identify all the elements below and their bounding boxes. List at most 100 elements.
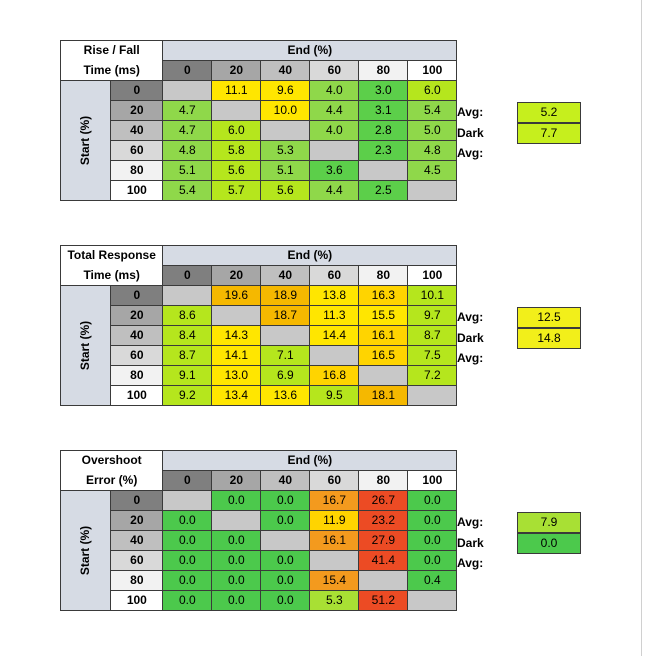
table-row: 20 0.0 0.0 11.9 23.2 0.0 <box>61 510 458 531</box>
dark-avg-value: 7.7 <box>517 123 581 144</box>
value-cell: 11.1 <box>211 80 262 101</box>
table-row: 60 0.0 0.0 0.0 41.4 0.0 <box>61 550 458 571</box>
value-cell: 9.7 <box>407 305 458 326</box>
value-cell: 4.7 <box>162 100 213 121</box>
end-column-header: 80 <box>358 265 409 286</box>
start-percent-label: Start (%) <box>78 320 93 371</box>
value-cell: 5.7 <box>211 180 262 201</box>
value-cell: 10.1 <box>407 285 458 306</box>
diagonal-cell <box>407 385 458 406</box>
value-cell: 18.9 <box>260 285 311 306</box>
dark-avg-value: 14.8 <box>517 328 581 349</box>
avg-label: Avg: <box>457 310 484 324</box>
value-cell: 13.4 <box>211 385 262 406</box>
value-cell: 0.0 <box>211 490 262 511</box>
value-cell: 8.7 <box>162 345 213 366</box>
value-cell: 16.7 <box>309 490 360 511</box>
diagonal-cell <box>358 365 409 386</box>
value-cell: 13.6 <box>260 385 311 406</box>
value-cell: 16.3 <box>358 285 409 306</box>
diagonal-cell <box>309 140 360 161</box>
value-cell: 4.8 <box>162 140 213 161</box>
value-cell: 2.8 <box>358 120 409 141</box>
start-row-header: 100 <box>110 385 164 406</box>
diagonal-cell <box>309 345 360 366</box>
end-column-header: 80 <box>358 470 409 491</box>
value-cell: 14.4 <box>309 325 360 346</box>
end-column-header: 100 <box>407 265 458 286</box>
value-cell: 15.5 <box>358 305 409 326</box>
value-cell: 3.1 <box>358 100 409 121</box>
value-cell: 5.6 <box>260 180 311 201</box>
start-row-header: 60 <box>110 550 164 571</box>
value-cell: 11.9 <box>309 510 360 531</box>
value-cell: 0.0 <box>407 510 458 531</box>
table-row: 20 8.6 18.7 11.3 15.5 9.7 <box>61 305 458 326</box>
end-column-header: 20 <box>211 265 262 286</box>
table-title-line-1: Overshoot <box>59 450 164 471</box>
start-row-header: 0 <box>110 285 164 306</box>
value-cell: 8.4 <box>162 325 213 346</box>
value-cell: 4.0 <box>309 120 360 141</box>
table-row: 80 5.1 5.6 5.1 3.6 4.5 <box>61 160 458 181</box>
value-cell: 0.0 <box>260 590 311 611</box>
end-column-header: 40 <box>260 470 311 491</box>
table-title-line-1: Rise / Fall <box>59 40 164 61</box>
value-cell: 0.0 <box>407 530 458 551</box>
value-cell: 5.1 <box>162 160 213 181</box>
value-cell: 16.1 <box>309 530 360 551</box>
end-column-header: 0 <box>162 470 213 491</box>
value-cell: 4.7 <box>162 120 213 141</box>
table-row: 100 5.4 5.7 5.6 4.4 2.5 <box>61 180 458 201</box>
value-cell: 2.3 <box>358 140 409 161</box>
diagonal-cell <box>260 325 311 346</box>
value-cell: 8.6 <box>162 305 213 326</box>
value-cell: 0.0 <box>211 590 262 611</box>
value-cell: 7.1 <box>260 345 311 366</box>
table-row: 40 0.0 0.0 16.1 27.9 0.0 <box>61 530 458 551</box>
avg-value: 12.5 <box>517 307 581 328</box>
value-cell: 4.5 <box>407 160 458 181</box>
end-column-header: 60 <box>309 265 360 286</box>
end-column-header: 40 <box>260 60 311 81</box>
diagonal-cell <box>162 285 213 306</box>
value-cell: 0.0 <box>260 510 311 531</box>
diagonal-cell <box>309 550 360 571</box>
start-row-header: 60 <box>110 140 164 161</box>
value-cell: 3.6 <box>309 160 360 181</box>
value-cell: 8.7 <box>407 325 458 346</box>
value-cell: 9.5 <box>309 385 360 406</box>
value-cell: 0.0 <box>407 550 458 571</box>
value-cell: 13.8 <box>309 285 360 306</box>
total-response-time-table-block: Total Response End (%) Time (ms) 0 20 40 60 80 1… <box>59 245 581 406</box>
value-cell: 5.4 <box>407 100 458 121</box>
end-column-header: 40 <box>260 265 311 286</box>
table-title-line-1: Total Response <box>59 245 164 266</box>
end-column-header: 100 <box>407 60 458 81</box>
avg-value: 7.9 <box>517 512 581 533</box>
end-column-header: 0 <box>162 60 213 81</box>
value-cell: 27.9 <box>358 530 409 551</box>
start-row-header: 20 <box>110 510 164 531</box>
table-row: 80 9.1 13.0 6.9 16.8 7.2 <box>61 365 458 386</box>
diagonal-cell <box>407 590 458 611</box>
diagonal-cell <box>260 530 311 551</box>
value-cell: 11.3 <box>309 305 360 326</box>
diagonal-cell <box>211 305 262 326</box>
diagonal-cell <box>260 120 311 141</box>
diagonal-cell <box>211 100 262 121</box>
value-cell: 16.1 <box>358 325 409 346</box>
table-row: 40 4.7 6.0 4.0 2.8 5.0 <box>61 120 458 141</box>
table-row: 100 9.2 13.4 13.6 9.5 18.1 <box>61 385 458 406</box>
start-row-header: 40 <box>110 325 164 346</box>
start-row-header: 20 <box>110 305 164 326</box>
start-percent-header: Start (%) <box>59 490 112 611</box>
end-column-header: 20 <box>211 470 262 491</box>
value-cell: 5.4 <box>162 180 213 201</box>
start-percent-header: Start (%) <box>59 80 112 201</box>
value-cell: 0.0 <box>162 570 213 591</box>
overshoot-error-table-block: Overshoot End (%) Error (%) 0 20 40 60 80 100 Sta… <box>59 450 581 611</box>
end-column-header: 0 <box>162 265 213 286</box>
value-cell: 26.7 <box>358 490 409 511</box>
dark-avg-label: Dark Avg: <box>457 126 484 160</box>
